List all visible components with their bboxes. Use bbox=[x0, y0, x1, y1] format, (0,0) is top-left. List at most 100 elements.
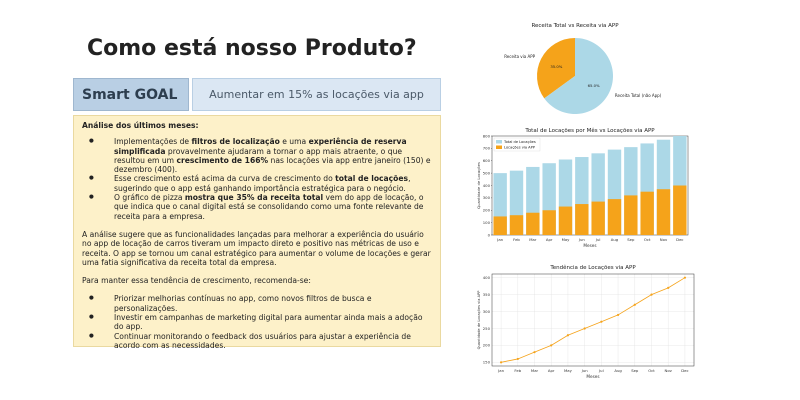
y-tick-label: 200 bbox=[483, 208, 491, 213]
y-tick-label: 700 bbox=[483, 146, 491, 151]
recommendation-bullet: Continuar monitorando o feedback dos usu… bbox=[88, 332, 432, 351]
bold-text: total de locações bbox=[335, 174, 409, 184]
text-run: vem do app de locação, o que indica que … bbox=[114, 193, 424, 221]
x-tick-label: Oct bbox=[644, 237, 651, 242]
x-tick-label: Jun bbox=[578, 237, 586, 242]
analysis-paragraph: A análise sugere que as funcionalidades … bbox=[82, 229, 431, 267]
x-tick-label: Jun bbox=[581, 368, 589, 373]
data-point bbox=[667, 286, 670, 289]
x-tick-label: Nov bbox=[664, 368, 672, 373]
data-point bbox=[616, 313, 620, 317]
bold-text: experiência de reserva simplificada bbox=[114, 137, 407, 156]
analysis-heading: Análise dos últimos meses: bbox=[82, 121, 199, 130]
x-tick-label: Feb bbox=[514, 368, 521, 373]
recommendation-bullet: Investir em campanhas de marketing digit… bbox=[88, 313, 432, 332]
pie-slice bbox=[537, 38, 575, 99]
recommendation-bullet: Priorizar melhorias contínuas no app, co… bbox=[88, 294, 432, 313]
bar bbox=[640, 191, 654, 235]
y-tick-label: 200 bbox=[483, 343, 491, 348]
line-chart: Tendência de Locações via APP 150 200 250 30… bbox=[477, 264, 695, 379]
analysis-panel: Análise dos últimos meses: Implementaçõe… bbox=[73, 115, 441, 350]
bar bbox=[493, 216, 507, 235]
x-tick-label: Jan bbox=[496, 237, 503, 242]
bar bbox=[624, 195, 638, 235]
text-run: , sugerindo que o app está ganhando impo… bbox=[114, 174, 411, 193]
bar bbox=[607, 199, 622, 235]
legend-label: Locações via APP bbox=[504, 146, 536, 150]
pie-value-label: 65.0% bbox=[588, 83, 600, 88]
data-point bbox=[683, 276, 687, 279]
chart-title: Receita Total vs Receita via APP bbox=[531, 23, 619, 29]
text-run: Esse crescimento está acima da curva de … bbox=[114, 174, 336, 184]
data-point bbox=[533, 351, 536, 354]
bar bbox=[509, 215, 524, 235]
smart-goal-label: Smart GOAL bbox=[73, 78, 189, 111]
bold-text: mostra que 35% da receita total bbox=[184, 193, 324, 203]
x-tick-label: Mar bbox=[531, 368, 539, 373]
x-tick-label: Aug bbox=[611, 237, 619, 242]
y-tick-label: 150 bbox=[483, 360, 491, 365]
y-axis-label: Quantidade de Locações via APP bbox=[477, 290, 481, 350]
x-axis-label: Meses bbox=[586, 374, 599, 379]
x-tick-label: May bbox=[562, 237, 571, 242]
x-tick-label: Oct bbox=[648, 368, 655, 373]
text-run: O gráfico de pizza bbox=[114, 193, 185, 203]
x-axis-label: Meses bbox=[583, 243, 596, 248]
y-tick-label: 0 bbox=[488, 232, 491, 237]
analysis-bullet: Esse crescimento está acima da curva de … bbox=[88, 174, 432, 193]
text-run: provavelmente ajudaram a tornar o app ma… bbox=[114, 146, 403, 165]
plot-frame bbox=[491, 135, 689, 236]
x-tick-label: Jul bbox=[595, 237, 601, 242]
y-tick-label: 100 bbox=[483, 220, 491, 225]
pie-chart: Receita Total vs Receita via APP 35.0% Rec… bbox=[504, 23, 662, 114]
x-tick-label: May bbox=[564, 368, 573, 373]
x-tick-label: Dec bbox=[681, 368, 688, 373]
data-point bbox=[566, 334, 570, 337]
x-tick-label: Mar bbox=[529, 237, 537, 242]
y-tick-label: 350 bbox=[483, 292, 491, 297]
bold-text: crescimento de 166% bbox=[176, 155, 269, 165]
y-tick-label: 800 bbox=[483, 133, 491, 138]
x-tick-label: Apr bbox=[548, 368, 555, 373]
analysis-bullet: O gráfico de pizza mostra que 35% da rec… bbox=[88, 193, 432, 221]
x-tick-label: Aug bbox=[614, 368, 622, 373]
pie-slice bbox=[544, 38, 613, 114]
data-point bbox=[516, 357, 519, 361]
text-run: nas locações via app entre janeiro (150)… bbox=[114, 155, 431, 175]
y-tick-label: 400 bbox=[483, 183, 491, 188]
pie-label: Receita via APP bbox=[504, 54, 535, 59]
analysis-bullets: Implementações de filtros de localização… bbox=[88, 137, 432, 221]
y-tick-label: 300 bbox=[483, 309, 491, 314]
bar bbox=[656, 189, 671, 235]
y-axis-label: Quantidade de Locações bbox=[476, 162, 481, 209]
x-tick-label: Sep bbox=[627, 237, 635, 242]
series-line bbox=[501, 277, 686, 363]
pie-label: Receita Total (não App) bbox=[615, 93, 662, 98]
y-tick-label: 400 bbox=[483, 275, 491, 280]
data-point bbox=[499, 361, 503, 364]
chart-title: Tendência de Locações via APP bbox=[549, 264, 636, 271]
y-tick-label: 500 bbox=[483, 170, 491, 175]
x-tick-label: Nov bbox=[660, 237, 668, 242]
data-point bbox=[550, 344, 553, 347]
x-tick-label: Jul bbox=[598, 368, 604, 373]
data-point bbox=[600, 320, 603, 323]
data-point bbox=[633, 303, 636, 306]
bar bbox=[673, 185, 687, 235]
bar bbox=[526, 212, 540, 235]
data-point bbox=[650, 293, 653, 296]
x-tick-label: Jan bbox=[497, 368, 504, 373]
bar bbox=[542, 210, 556, 235]
text-run: Implementações de bbox=[114, 137, 192, 147]
x-tick-label: Sep bbox=[631, 368, 639, 373]
bar bbox=[575, 204, 589, 235]
data-point bbox=[583, 327, 586, 330]
bar bbox=[558, 206, 573, 235]
page-title: Como está nosso Produto? bbox=[87, 36, 417, 61]
plot-frame bbox=[491, 273, 695, 367]
y-tick-label: 600 bbox=[483, 158, 491, 163]
bold-text: filtros de localização bbox=[191, 137, 280, 147]
bar-chart: Total de Locações por Mês vs Locações vi… bbox=[476, 127, 689, 248]
pie-value-label: 35.0% bbox=[550, 64, 562, 69]
legend-box bbox=[493, 137, 541, 152]
